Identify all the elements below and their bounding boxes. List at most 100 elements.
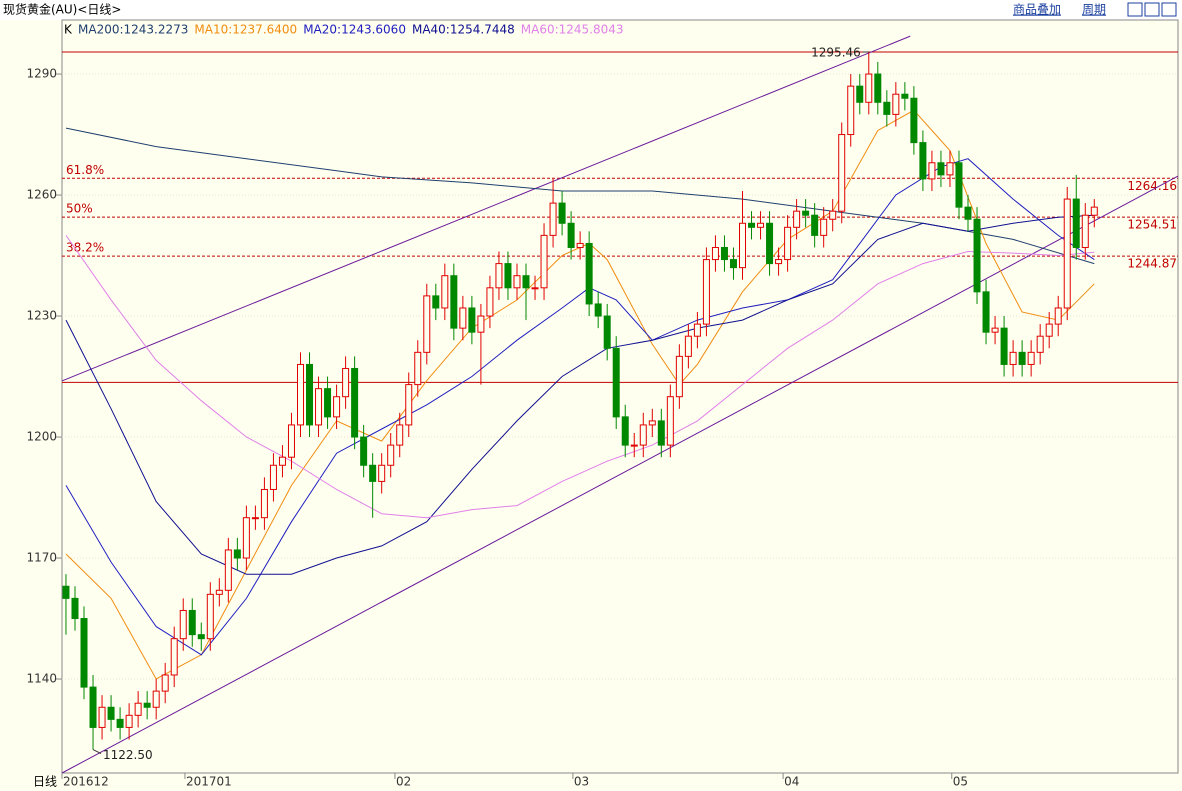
trendline: [61, 175, 1179, 774]
candle-body: [134, 702, 142, 716]
candle-body: [423, 295, 431, 353]
candle-body: [955, 162, 963, 208]
icon-button[interactable]: [1127, 2, 1143, 17]
y-tick-label: 1170: [26, 551, 57, 565]
candle-body: [387, 444, 395, 466]
candle-body: [324, 388, 332, 418]
x-tick-label: 05: [953, 775, 968, 789]
legend-entry: MA200:1243.2273: [78, 23, 188, 37]
candle-body: [675, 355, 683, 398]
candle-body: [919, 142, 927, 180]
candle-body: [1000, 327, 1008, 365]
candle-body: [269, 464, 277, 490]
x-tick-label: 201701: [186, 775, 232, 789]
candle-body: [973, 218, 981, 293]
candle-body: [1018, 351, 1026, 365]
candle-body: [811, 214, 819, 236]
candle-body: [630, 444, 638, 447]
x-tick-label: 201612: [63, 775, 109, 789]
y-tick-label: 1260: [26, 188, 57, 202]
candle-body: [459, 307, 467, 329]
legend-entry: MA20:1243.6060: [303, 23, 406, 37]
candle-body: [306, 363, 314, 426]
ma-line: [65, 109, 1095, 680]
candle-body: [396, 424, 404, 446]
overlay-button[interactable]: 商品叠加: [1013, 2, 1061, 17]
candle-body: [829, 210, 837, 220]
annotation: 1295.46: [811, 46, 861, 60]
level-value: 1264.16: [1127, 179, 1177, 193]
candle-body: [233, 549, 241, 559]
candle-body: [883, 101, 891, 115]
candle-body: [910, 97, 918, 144]
candle-body: [847, 85, 855, 136]
candle-body: [287, 424, 295, 458]
candle-body: [369, 464, 377, 482]
candle-body: [1036, 335, 1044, 353]
candle-body: [594, 303, 602, 317]
trendline: [61, 35, 911, 382]
candle-body: [531, 287, 539, 290]
candle-body: [432, 295, 440, 309]
candle-body: [98, 706, 106, 728]
candle-body: [80, 618, 88, 688]
candle-body: [522, 275, 530, 289]
candle-body: [143, 702, 151, 708]
candle-body: [820, 218, 828, 236]
candle-body: [495, 263, 503, 289]
x-tick-label: 02: [396, 775, 411, 789]
candle-body: [351, 367, 359, 438]
candle-body: [1027, 351, 1035, 365]
candle-body: [468, 307, 476, 333]
period-button[interactable]: 周期: [1082, 3, 1106, 17]
annotation: 1122.50: [103, 748, 153, 762]
candle-body: [170, 638, 178, 676]
candle-body: [757, 222, 765, 228]
candle-body: [702, 259, 710, 325]
candle-body: [1063, 198, 1071, 309]
candle-body: [1090, 206, 1098, 216]
candle-body: [558, 202, 566, 224]
candle-body: [89, 686, 97, 728]
candle-body: [188, 609, 196, 636]
level-label: 38.2%: [66, 241, 104, 255]
candle-body: [802, 210, 810, 216]
candle-body: [693, 323, 701, 337]
candle-body: [621, 416, 629, 446]
icon-button[interactable]: [1144, 2, 1160, 17]
candle-body: [152, 690, 160, 708]
candle-body: [775, 259, 783, 265]
candle-body: [928, 162, 936, 180]
legend-entry: MA40:1254.7448: [412, 23, 515, 37]
toolbar-icons: [1127, 2, 1177, 17]
candle-body: [657, 420, 665, 446]
candle-body: [946, 162, 954, 176]
candle-body: [513, 275, 521, 289]
candle-body: [107, 706, 115, 720]
candle-body: [125, 714, 133, 728]
candle-body: [62, 585, 70, 599]
candle-body: [260, 488, 268, 519]
legend-entry: MA60:1245.8043: [521, 23, 624, 37]
candle-body: [251, 517, 259, 520]
candle-body: [585, 242, 593, 305]
level-label: 61.8%: [66, 163, 104, 177]
candle-body: [838, 134, 846, 212]
candle-body: [477, 315, 485, 333]
candle-body: [666, 396, 674, 446]
candle-body: [378, 464, 386, 482]
y-tick-label: 1290: [26, 67, 57, 81]
candle-body: [1045, 323, 1053, 337]
candle-body: [450, 275, 458, 329]
candle-body: [224, 549, 232, 591]
candle-body: [793, 210, 801, 228]
y-tick-label: 1200: [26, 430, 57, 444]
candle-body: [1072, 198, 1080, 248]
candle-body: [901, 93, 909, 99]
candle-body: [116, 718, 124, 728]
legend-entry: MA10:1237.6400: [194, 23, 297, 37]
candle-body: [215, 589, 223, 595]
icon-button[interactable]: [1161, 2, 1177, 17]
candle-body: [242, 517, 250, 559]
